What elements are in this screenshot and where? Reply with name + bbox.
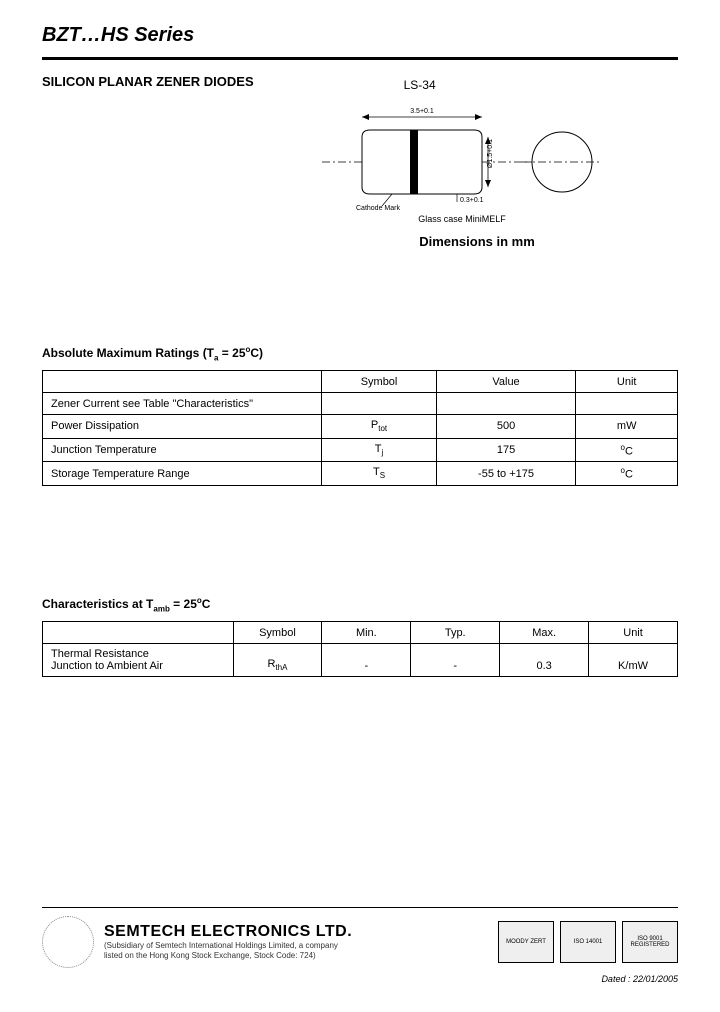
dimensions-label: Dimensions in mm — [312, 234, 642, 249]
series-title: BZT…HS Series — [42, 24, 678, 47]
package-label: LS-34 — [404, 78, 436, 92]
characteristics-heading: Characteristics at Tamb = 25oC — [42, 596, 678, 613]
table-row: Symbol Value Unit — [43, 371, 678, 393]
dated-text: Dated : 22/01/2005 — [42, 974, 678, 984]
table-row: Symbol Min. Typ. Max. Unit — [43, 622, 678, 644]
case-caption: Glass case MiniMELF — [282, 214, 642, 224]
col-symbol: Symbol — [322, 371, 436, 393]
cert-badge: MOODY ZERT — [498, 921, 554, 963]
table-row: Storage Temperature Range TS -55 to +175… — [43, 462, 678, 486]
diagram-svg: 3.5+0.1 Cathode Mark Ø1.5+0.1 0.3+0.1 — [322, 102, 622, 212]
col-value: Value — [436, 371, 576, 393]
cert-badges: MOODY ZERT ISO 14001 ISO 9001 REGISTERED — [498, 921, 678, 963]
band-dim-text: 0.3+0.1 — [460, 197, 484, 204]
table-row: Zener Current see Table "Characteristics… — [43, 393, 678, 415]
company-sub1: (Subsidiary of Semtech International Hol… — [104, 941, 488, 951]
page-footer: SEMTECH ELECTRONICS LTD. (Subsidiary of … — [42, 907, 678, 984]
table-row: Thermal Resistance Junction to Ambient A… — [43, 644, 678, 677]
company-sub2: listed on the Hong Kong Stock Exchange, … — [104, 951, 488, 961]
doc-subtitle: SILICON PLANAR ZENER DIODES — [42, 74, 254, 89]
cert-badge: ISO 9001 REGISTERED — [622, 921, 678, 963]
table-row: Power Dissipation Ptot 500 mW — [43, 415, 678, 438]
company-logo — [42, 916, 94, 968]
col-param — [43, 371, 322, 393]
table-row: Junction Temperature Tj 175 oC — [43, 438, 678, 462]
characteristics-table: Symbol Min. Typ. Max. Unit Thermal Resis… — [42, 621, 678, 677]
subtitle-row: SILICON PLANAR ZENER DIODES LS-34 — [42, 74, 678, 92]
cathode-text: Cathode Mark — [356, 205, 400, 212]
footer-rule — [42, 907, 678, 908]
company-block: SEMTECH ELECTRONICS LTD. (Subsidiary of … — [104, 923, 488, 960]
title-rule — [42, 57, 678, 60]
cert-badge: ISO 14001 — [560, 921, 616, 963]
ratings-heading: Absolute Maximum Ratings (Ta = 25oC) — [42, 345, 678, 362]
company-name: SEMTECH ELECTRONICS LTD. — [104, 923, 488, 941]
col-unit: Unit — [576, 371, 678, 393]
dim-dia-text: Ø1.5+0.1 — [487, 139, 494, 168]
package-diagram: 3.5+0.1 Cathode Mark Ø1.5+0.1 0.3+0.1 Gl… — [322, 102, 642, 249]
dim-length-text: 3.5+0.1 — [410, 108, 434, 115]
ratings-table: Symbol Value Unit Zener Current see Tabl… — [42, 370, 678, 486]
